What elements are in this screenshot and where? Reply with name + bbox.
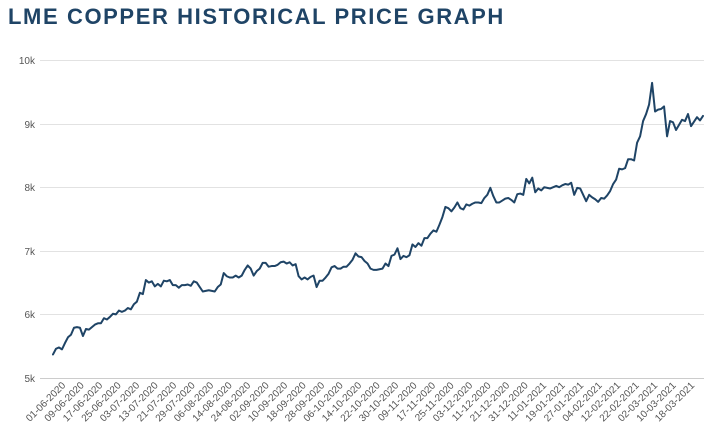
y-tick-label: 5k <box>24 374 36 385</box>
x-axis-ticks: 01-06-202009-06-202017-06-202025-06-2020… <box>24 380 697 424</box>
y-tick-label: 9k <box>24 120 36 131</box>
y-tick-label: 8k <box>24 183 36 194</box>
y-axis-ticks: 5k 6k 7k 8k 9k 10k <box>19 56 36 385</box>
gridlines <box>40 60 704 315</box>
price-series-line <box>52 81 704 356</box>
y-tick-label: 7k <box>24 247 36 258</box>
y-tick-label: 10k <box>19 56 36 67</box>
chart-title: LME COPPER HISTORICAL PRICE GRAPH <box>8 4 505 29</box>
y-tick-label: 6k <box>24 310 36 321</box>
